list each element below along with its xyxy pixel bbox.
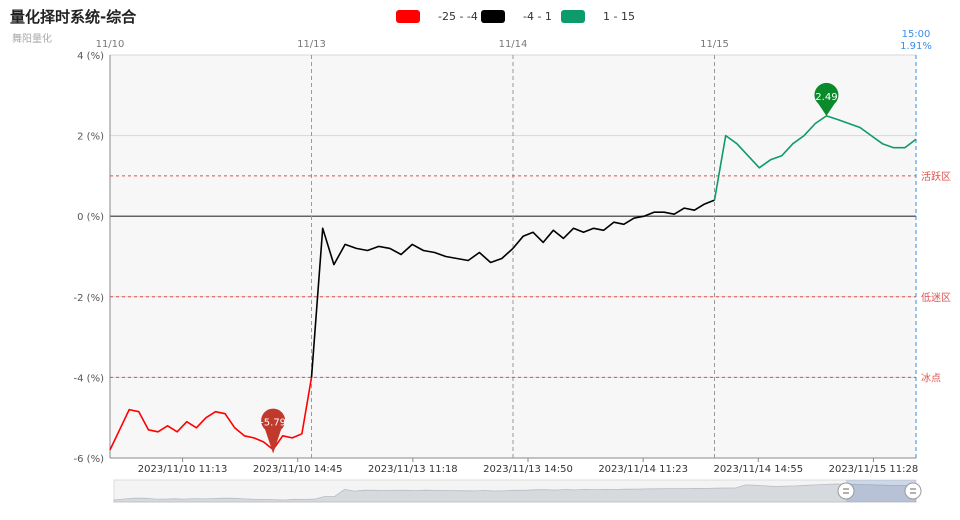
zoom-handle-right[interactable] — [904, 482, 922, 500]
legend-swatch-green — [561, 10, 585, 23]
x-tick-label: 2023/11/10 14:45 — [253, 464, 343, 475]
series-line-11/15 — [713, 115, 917, 201]
zoom-selection — [846, 480, 916, 502]
x-tick-label: 2023/11/14 14:55 — [713, 464, 803, 475]
y-tick-label: 2 (%) — [77, 132, 104, 143]
last-time-label: 15:00 — [902, 29, 931, 40]
legend-label-black: -4 - 1 — [523, 10, 552, 23]
x-tick-label: 2023/11/13 14:50 — [483, 464, 573, 475]
x-tick-label: 2023/11/15 11:28 — [829, 464, 919, 475]
series-line-11/10 — [109, 377, 313, 451]
series-line-11/14 — [512, 199, 715, 249]
marker-label-max: 2.49 — [815, 92, 837, 103]
y-tick-label: -4 (%) — [74, 373, 105, 384]
legend-item-black[interactable]: -4 - 1 — [481, 10, 552, 23]
legend: -25 - -4 -4 - 1 1 - 15 — [0, 10, 960, 30]
zoom-preview-area — [113, 483, 917, 503]
day-label: 11/13 — [297, 39, 326, 50]
marker-pin-max — [814, 82, 839, 116]
x-tick-label: 2023/11/10 11:13 — [138, 464, 228, 475]
legend-swatch-red — [396, 10, 420, 23]
reference-label: 活跃区 — [921, 171, 951, 183]
x-tick-label: 2023/11/14 11:23 — [598, 464, 688, 475]
reference-label: 低迷区 — [921, 291, 951, 304]
x-tick-label: 2023/11/13 11:18 — [368, 464, 458, 475]
series-line-11/13 — [310, 227, 514, 378]
y-tick-label: 0 (%) — [77, 212, 104, 223]
y-tick-label: 4 (%) — [77, 51, 104, 62]
marker-label-min: -5.79 — [260, 418, 286, 429]
chart-subtitle: 舞阳量化 — [12, 34, 52, 45]
legend-item-red[interactable]: -25 - -4 — [396, 10, 478, 23]
day-label: 11/10 — [96, 39, 125, 50]
reference-label: 冰点 — [921, 371, 941, 384]
y-tick-label: -2 (%) — [74, 293, 105, 304]
legend-label-red: -25 - -4 — [438, 10, 478, 23]
day-label: 11/15 — [700, 39, 729, 50]
day-label: 11/14 — [499, 39, 528, 50]
zoom-handle-left[interactable] — [837, 482, 855, 500]
chart-title: 量化择时系统-综合 — [10, 8, 137, 26]
marker-pin-min — [261, 408, 286, 454]
legend-label-green: 1 - 15 — [603, 10, 635, 23]
legend-item-green[interactable]: 1 - 15 — [561, 10, 635, 23]
y-tick-label: -6 (%) — [74, 454, 105, 465]
plot-area — [110, 55, 916, 458]
legend-swatch-black — [481, 10, 505, 23]
last-value-label: 1.91% — [900, 41, 932, 52]
